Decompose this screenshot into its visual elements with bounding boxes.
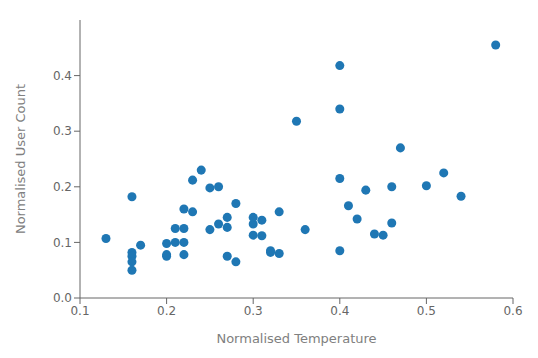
svg-text:0.0: 0.0 (53, 291, 72, 305)
svg-text:Normalised Temperature: Normalised Temperature (216, 331, 376, 346)
svg-text:0.4: 0.4 (330, 304, 349, 318)
svg-text:0.2: 0.2 (157, 304, 176, 318)
svg-text:0.1: 0.1 (70, 304, 89, 318)
svg-text:0.1: 0.1 (53, 236, 72, 250)
svg-text:0.3: 0.3 (244, 304, 263, 318)
svg-text:0.6: 0.6 (503, 304, 522, 318)
svg-text:0.3: 0.3 (53, 124, 72, 138)
svg-text:0.5: 0.5 (417, 304, 436, 318)
svg-text:Normalised User Count: Normalised User Count (13, 84, 28, 234)
svg-text:0.4: 0.4 (53, 69, 72, 83)
svg-text:0.2: 0.2 (53, 180, 72, 194)
